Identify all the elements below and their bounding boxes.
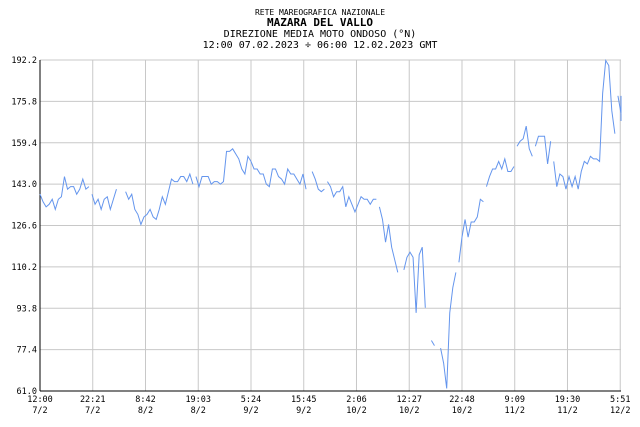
series-line-segment — [430, 340, 435, 346]
x-tick-time-label: 12:27 — [396, 395, 422, 405]
y-tick-label: 77.4 — [17, 346, 37, 356]
x-tick-date-label: 8/2 — [138, 406, 153, 416]
y-tick-label: 110.2 — [11, 263, 37, 273]
series-line-segment — [440, 272, 457, 389]
x-tick-time-label: 22:48 — [449, 395, 475, 405]
x-tick-date-label: 9/2 — [243, 406, 258, 416]
measure-subtitle: DIREZIONE MEDIA MOTO ONDOSO (°N) — [224, 29, 417, 40]
x-tick-time-label: 19:03 — [185, 395, 211, 405]
series-line-segment — [458, 198, 484, 263]
station-title: MAZARA DEL VALLO — [267, 16, 373, 29]
x-tick-time-label: 12:00 — [27, 395, 53, 405]
series-line-segment — [617, 95, 622, 122]
tick-labels: 192.2 175.8 159.4 143.0 126.6 110.2 93.8 77.4 61… — [11, 56, 630, 416]
x-tick-date-label: 7/2 — [32, 406, 47, 416]
x-tick-time-label: 22:21 — [80, 395, 106, 405]
y-tick-label: 126.6 — [11, 222, 37, 232]
y-tick-label: 143.0 — [11, 180, 37, 190]
period-subtitle: 12:00 07.02.2023 ÷ 06:00 12.02.2023 GMT — [203, 40, 438, 51]
y-tick-label: 159.4 — [11, 139, 37, 149]
x-tick-date-label: 8/2 — [191, 406, 206, 416]
x-tick-time-label: 5:24 — [241, 395, 261, 405]
network-title: RETE MAREOGRAFICA NAZIONALE — [255, 8, 385, 17]
series-line-segment — [553, 58, 616, 190]
series-line-segment — [39, 176, 90, 212]
x-tick-time-label: 2:06 — [346, 395, 366, 405]
x-tick-time-label: 9:09 — [504, 395, 524, 405]
series-line-segment — [403, 247, 426, 313]
series-line-segment — [311, 171, 325, 193]
x-tick-time-label: 19:30 — [555, 395, 581, 405]
axes — [39, 60, 621, 392]
y-tick-label: 175.8 — [11, 97, 37, 107]
x-tick-time-label: 5:51 — [610, 395, 630, 405]
series-line-segment — [195, 148, 307, 190]
grid — [39, 59, 621, 392]
series-line-segment — [534, 135, 552, 165]
series-line-segment — [91, 189, 117, 212]
x-tick-time-label: 15:45 — [291, 395, 317, 405]
y-tick-label: 61.0 — [17, 387, 37, 397]
x-tick-date-label: 10/2 — [452, 406, 472, 416]
x-tick-time-label: 8:42 — [135, 395, 155, 405]
series-line-segment — [378, 206, 399, 273]
series-line-segment — [125, 172, 194, 226]
x-tick-date-label: 9/2 — [296, 406, 311, 416]
y-tick-label: 93.8 — [17, 304, 37, 314]
series-line-segment — [485, 156, 515, 187]
x-tick-date-label: 7/2 — [85, 406, 100, 416]
x-tick-date-label: 10/2 — [399, 406, 419, 416]
series-line-segment — [516, 125, 533, 157]
x-tick-date-label: 12/2 — [610, 406, 630, 416]
series-line-segment — [327, 181, 377, 214]
series — [39, 58, 622, 389]
y-tick-label: 192.2 — [11, 56, 37, 66]
x-tick-date-label: 11/2 — [557, 406, 577, 416]
x-tick-date-label: 10/2 — [346, 406, 366, 416]
x-tick-date-label: 11/2 — [504, 406, 524, 416]
